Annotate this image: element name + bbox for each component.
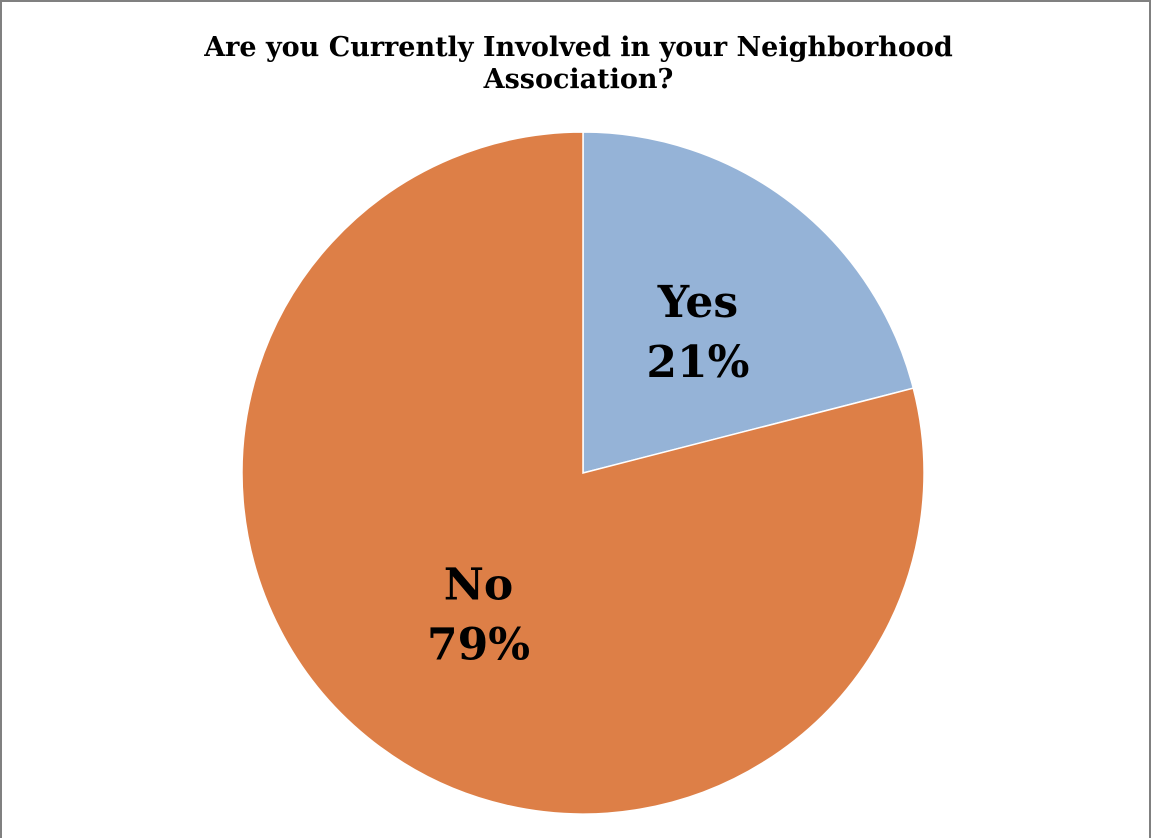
pie-labels: Yes 21% No 79% [427, 277, 749, 671]
pie-slice-no [241, 131, 925, 815]
pie-slices [241, 131, 925, 815]
pie-slice-yes [582, 131, 915, 474]
slice-value-yes: 21% [646, 337, 749, 388]
slice-label-no: No [444, 560, 514, 611]
slice-value-no: 79% [427, 620, 530, 671]
chart-title: Are you Currently Involved in your Neigh… [2, 32, 1153, 96]
chart-title-line-1: Are you Currently Involved in your Neigh… [204, 32, 953, 63]
chart-title-line-2: Association? [483, 64, 674, 95]
slice-label-yes: Yes [657, 277, 738, 328]
